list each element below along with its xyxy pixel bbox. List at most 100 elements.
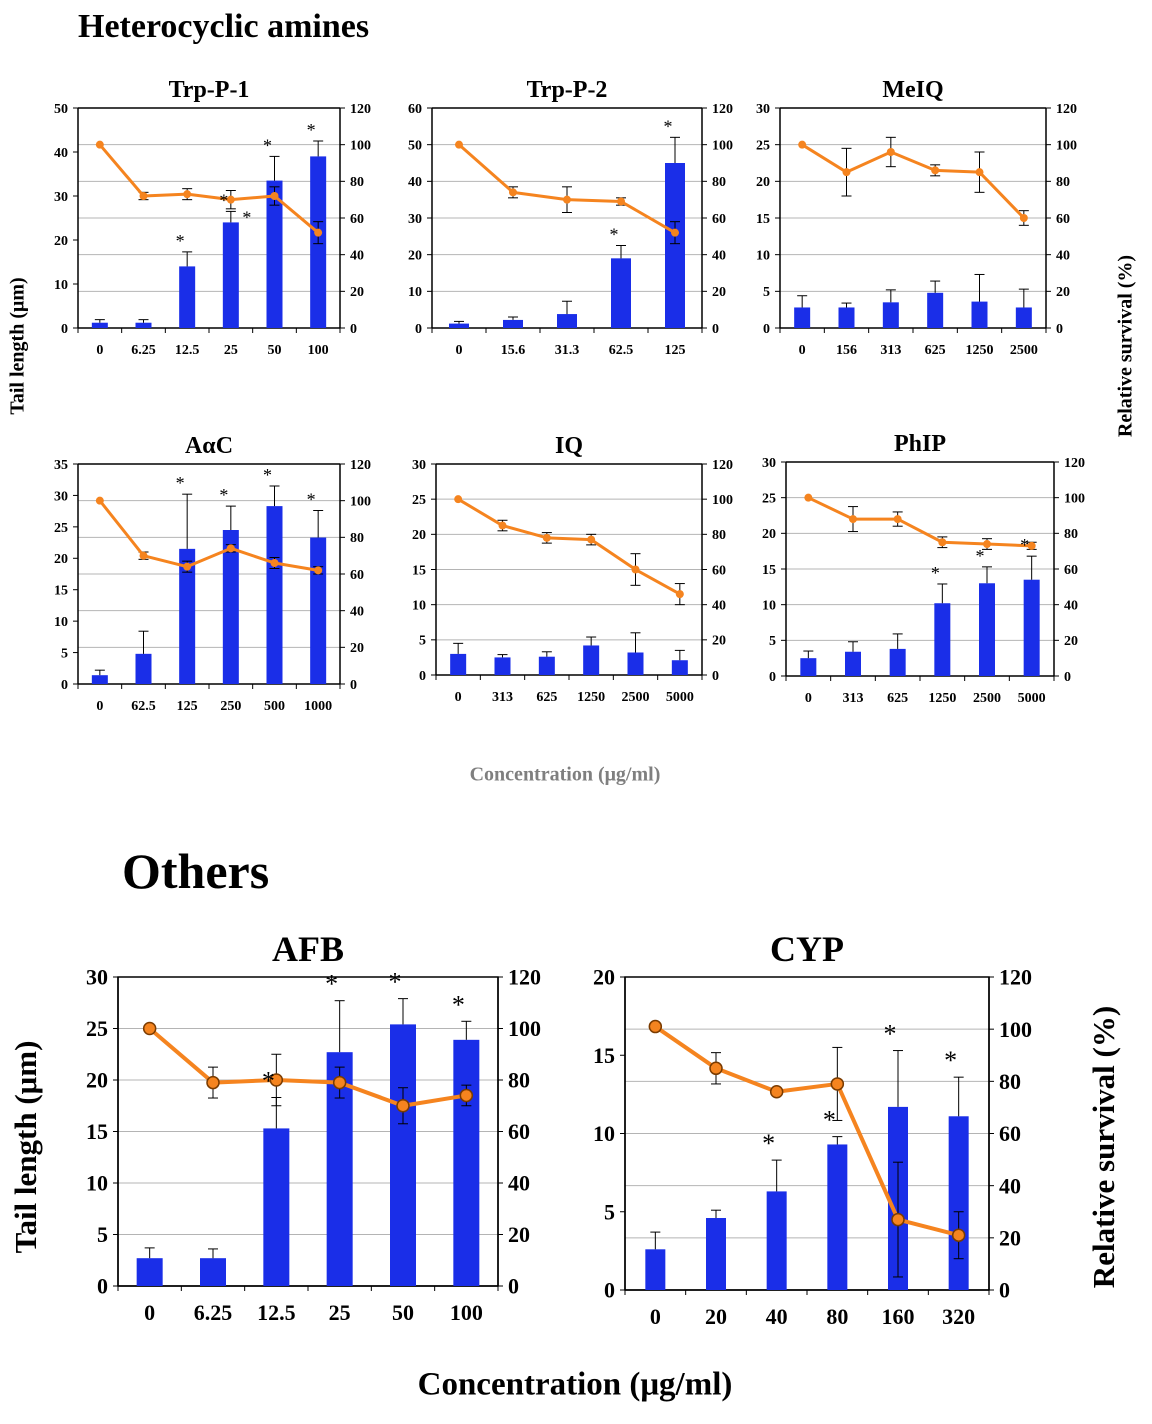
left-tick-label: 10 — [86, 1171, 108, 1196]
survival-point — [830, 1077, 845, 1091]
x-tick-label: 625 — [925, 343, 946, 358]
bar — [665, 163, 685, 328]
survival-line — [98, 499, 319, 572]
right-tick-label: 20 — [999, 1226, 1021, 1251]
survival-point — [455, 140, 463, 149]
left-tick-label: 10 — [593, 1121, 615, 1146]
x-tick-label: 1250 — [577, 690, 605, 705]
right-tick-label: 60 — [1064, 563, 1078, 578]
x-tick-label: 320 — [942, 1304, 975, 1329]
survival-point — [563, 195, 571, 204]
bar — [794, 307, 811, 328]
left-tick-label: 0 — [415, 322, 422, 337]
survival-point — [769, 1085, 784, 1099]
left-tick-label: 0 — [769, 670, 776, 685]
right-tick-label: 20 — [350, 285, 364, 300]
significance-star: * — [610, 225, 619, 245]
bar — [766, 1191, 787, 1290]
survival-point — [938, 538, 947, 547]
left-tick-label: 5 — [769, 634, 776, 649]
left-tick-label: 15 — [86, 1119, 108, 1144]
bar — [979, 583, 995, 676]
left-tick-label: 40 — [408, 175, 422, 190]
x-tick-label: 50 — [392, 1300, 414, 1325]
significance-star: * — [307, 490, 316, 510]
bar — [627, 652, 644, 675]
x-tick-label: 250 — [220, 699, 241, 714]
bar — [645, 1249, 666, 1290]
survival-point — [798, 140, 807, 149]
survival-point — [498, 521, 507, 530]
chart-title: Trp-P-1 — [169, 77, 250, 103]
right-tick-label: 80 — [508, 1068, 530, 1093]
left-tick-label: 40 — [54, 146, 68, 161]
right-tick-label: 80 — [712, 528, 726, 543]
x-tick-label: 62.5 — [609, 343, 634, 358]
survival-line — [98, 143, 320, 234]
left-tick-label: 0 — [604, 1278, 615, 1303]
right-tick-label: 100 — [1056, 139, 1077, 154]
x-tick-label: 156 — [836, 343, 857, 358]
chart-title: MeIQ — [882, 77, 943, 103]
chart-panel-3: 0 5 10 15 20 25 30 35 0 20 40 60 80 100 120 0 62.5 125 250… — [54, 433, 371, 714]
right-tick-label: 40 — [1064, 599, 1078, 614]
significance-star: * — [884, 1020, 897, 1049]
bar — [845, 651, 861, 676]
significance-star: * — [262, 1067, 275, 1096]
bar — [827, 1144, 848, 1290]
left-tick-label: 10 — [762, 599, 776, 614]
x-tick-label: 625 — [887, 691, 908, 706]
right-tick-label: 100 — [508, 1016, 541, 1041]
left-tick-label: 25 — [54, 521, 68, 536]
survival-point — [226, 544, 235, 553]
right-tick-label: 120 — [712, 458, 733, 473]
bar — [136, 1258, 163, 1286]
bar — [706, 1218, 726, 1290]
right-tick-label: 60 — [999, 1121, 1021, 1146]
x-tick-label: 125 — [177, 699, 198, 714]
bar — [449, 323, 469, 328]
bar — [800, 658, 817, 676]
survival-point — [648, 1019, 663, 1034]
x-tick-label: 12.5 — [257, 1300, 296, 1325]
right-tick-label: 0 — [1056, 322, 1063, 337]
x-tick-label: 6.25 — [131, 343, 156, 358]
x-tick-label: 0 — [456, 343, 463, 358]
survival-point — [95, 496, 104, 505]
right-tick-label: 80 — [350, 531, 364, 546]
left-tick-label: 30 — [408, 212, 422, 227]
left-tick-label: 20 — [593, 965, 615, 990]
significance-star: * — [389, 968, 402, 997]
left-tick-label: 10 — [54, 278, 68, 293]
left-tick-label: 15 — [762, 563, 776, 578]
right-tick-label: 100 — [1064, 492, 1085, 507]
left-tick-label: 10 — [756, 249, 770, 264]
x-tick-label: 6.25 — [194, 1300, 233, 1325]
significance-star: * — [307, 120, 316, 140]
section-title-others: Others — [122, 843, 270, 899]
survival-point — [709, 1061, 723, 1076]
left-tick-label: 30 — [762, 456, 776, 471]
bar — [927, 292, 944, 328]
bar — [948, 1116, 969, 1290]
x-tick-label: 0 — [96, 343, 103, 358]
x-tick-label: 2500 — [973, 691, 1001, 706]
left-tick-label: 15 — [756, 212, 770, 227]
chart-panel-0: 0 10 20 30 40 50 0 20 40 60 80 100 120 0 6.25 12.5 25 50 1… — [54, 77, 371, 358]
right-tick-label: 0 — [999, 1278, 1010, 1303]
bar — [538, 656, 555, 675]
section-title-heterocyclic: Heterocyclic amines — [78, 8, 370, 45]
survival-point — [206, 1075, 220, 1090]
right-tick-label: 120 — [1064, 456, 1085, 471]
survival-point — [1027, 541, 1036, 550]
left-tick-label: 10 — [408, 285, 422, 300]
bar — [222, 530, 239, 684]
left-tick-label: 50 — [408, 139, 422, 154]
x-tick-label: 1250 — [966, 343, 994, 358]
chart-panel-2: 0 5 10 15 20 25 30 0 20 40 60 80 100 120 0 156 313 625 125… — [756, 77, 1077, 358]
bar — [179, 266, 196, 328]
significance-star: * — [263, 135, 272, 155]
right-tick-label: 40 — [712, 249, 726, 264]
survival-line — [801, 143, 1025, 220]
